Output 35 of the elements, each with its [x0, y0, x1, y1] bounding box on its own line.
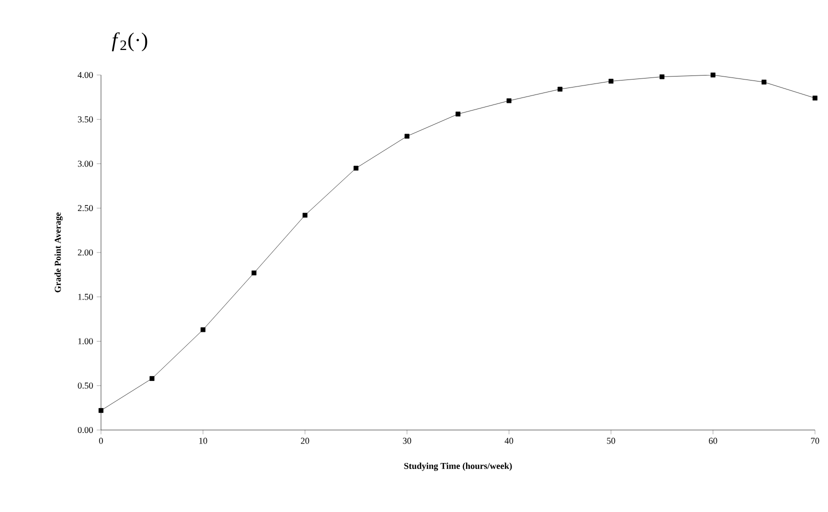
- y-tick-label: 1.00: [78, 338, 93, 344]
- point: [354, 166, 358, 171]
- point: [404, 134, 410, 139]
- x-tick-label: 0: [99, 438, 103, 444]
- chart-title: f$_{2}$(·): [112, 32, 148, 52]
- y-tick-label: 0.50: [78, 382, 93, 389]
- x-tick-label: 70: [811, 438, 820, 444]
- x-tick-label: 10: [199, 438, 208, 444]
- x-tick-label: 20: [300, 438, 310, 444]
- y-tick-label: 0.00: [78, 426, 93, 434]
- point: [710, 72, 716, 78]
- x-tick-label: 60: [708, 438, 718, 444]
- x-tick-label: 40: [504, 438, 514, 444]
- point: [456, 112, 460, 116]
- x-axis-title: Studying Time (hours/week): [404, 462, 512, 471]
- y-tick-label: 3.00: [78, 160, 93, 167]
- y-tick-label: 4.00: [78, 72, 93, 78]
- point: [558, 86, 562, 92]
- point: [608, 78, 614, 84]
- point: [762, 80, 766, 84]
- point: [150, 376, 154, 381]
- y-tick-label: 2.50: [78, 205, 93, 212]
- point: [302, 212, 308, 218]
- y-axis-title: Grade Point Average: [54, 212, 63, 292]
- y-tick-label: 3.50: [78, 116, 93, 122]
- x-tick-label: 30: [402, 438, 412, 444]
- point: [506, 98, 512, 104]
- point: [660, 74, 664, 80]
- y-tick-label: 2.00: [78, 249, 93, 256]
- point: [98, 408, 104, 413]
- point: [812, 96, 818, 100]
- point: [252, 270, 256, 276]
- point: [200, 327, 206, 332]
- x-tick-label: 50: [607, 438, 616, 444]
- y-tick-label: 1.50: [78, 294, 93, 300]
